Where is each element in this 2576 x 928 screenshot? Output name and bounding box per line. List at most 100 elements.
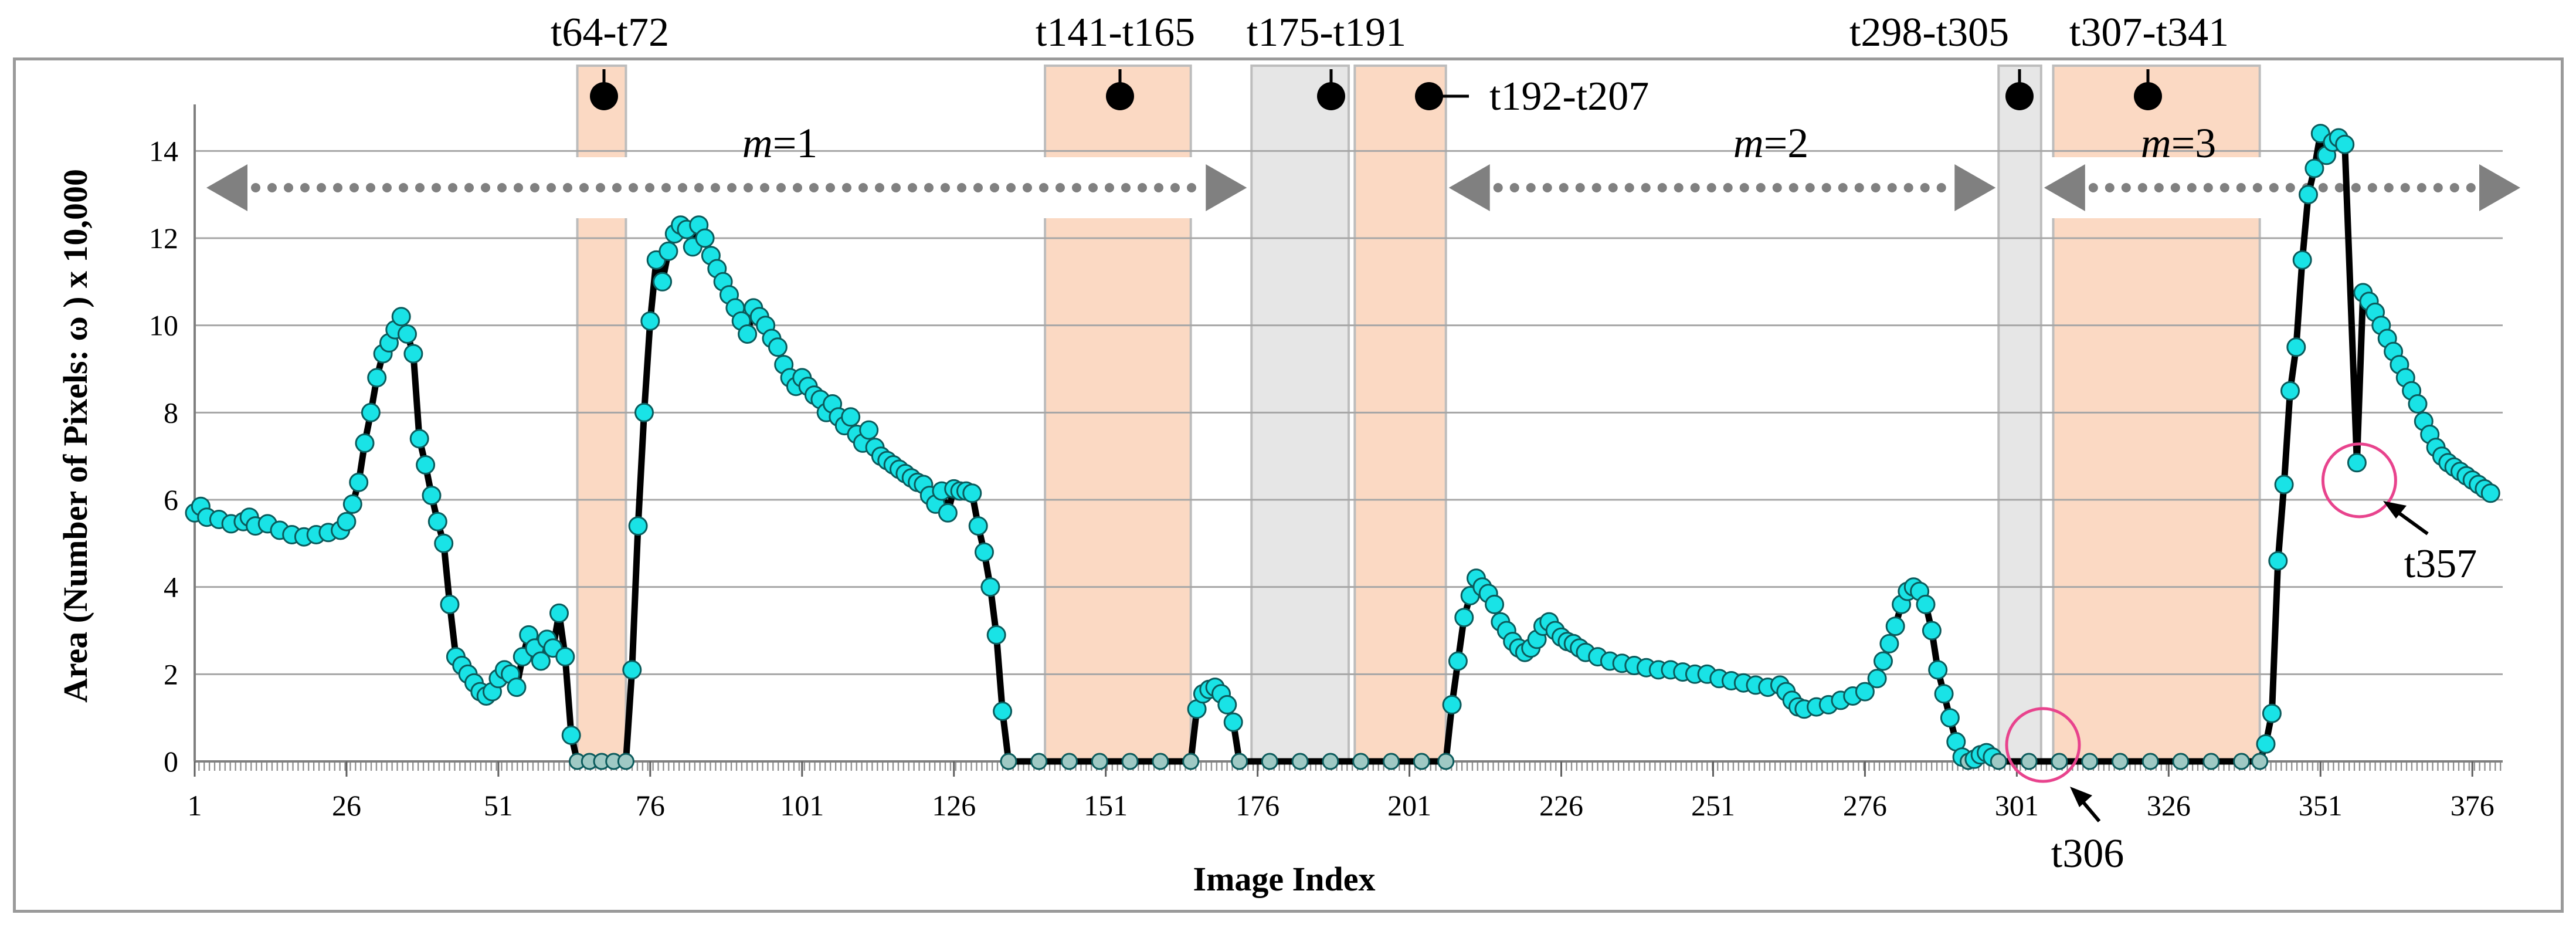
x-tick-label-151: 151 xyxy=(1084,789,1128,822)
data-point xyxy=(531,651,551,671)
y-tick-label-4: 4 xyxy=(164,571,178,604)
period-pin xyxy=(1317,82,1345,110)
callout-highlight-circle xyxy=(2005,707,2081,783)
callout-t357: t357 xyxy=(2321,442,2477,587)
data-point xyxy=(1437,753,1455,770)
data-point xyxy=(1030,753,1048,770)
x-tick-label-201: 201 xyxy=(1387,789,1431,822)
period-label: t175-t191 xyxy=(1247,10,1406,55)
y-tick-label-6: 6 xyxy=(164,483,178,516)
data-point xyxy=(2305,158,2324,178)
period-label: t141-t165 xyxy=(1036,10,1195,55)
data-point xyxy=(1916,594,1936,614)
phase-arrow-1: m=1 xyxy=(206,120,1247,218)
data-point xyxy=(1413,753,1430,770)
data-point xyxy=(1152,753,1169,770)
x-tick-label-326: 326 xyxy=(2147,789,2191,822)
data-point xyxy=(555,647,575,667)
shaded-band-3 xyxy=(1250,65,1350,763)
data-point xyxy=(1383,753,1400,770)
data-point xyxy=(1442,695,1462,714)
period-pin xyxy=(2005,82,2034,110)
data-point xyxy=(1874,651,1893,671)
data-point xyxy=(628,516,648,536)
data-point xyxy=(938,503,958,523)
x-tick-label-376: 376 xyxy=(2451,789,2494,822)
data-point xyxy=(2251,753,2269,770)
period-marker-5: t298-t305 xyxy=(1849,10,2034,110)
data-point xyxy=(507,678,527,697)
data-point xyxy=(403,344,423,364)
data-point xyxy=(986,625,1006,645)
phase-label-1: m=1 xyxy=(742,120,818,167)
data-point xyxy=(1223,712,1243,732)
x-tick-label-76: 76 xyxy=(636,789,665,822)
y-tick-label-8: 8 xyxy=(164,396,178,429)
data-point xyxy=(1061,753,1078,770)
data-point xyxy=(1879,634,1899,653)
data-point xyxy=(2268,551,2288,571)
phase-label-var: m xyxy=(2141,120,2171,167)
phase-arrow-background xyxy=(2044,157,2520,218)
data-point xyxy=(2292,250,2312,270)
data-point xyxy=(398,324,417,344)
data-point xyxy=(1121,753,1139,770)
data-point xyxy=(1352,753,1370,770)
y-tick-label-10: 10 xyxy=(149,309,178,342)
x-tick-label-251: 251 xyxy=(1691,789,1735,822)
data-point xyxy=(416,455,436,475)
phase-label-var: m xyxy=(742,120,773,167)
data-point xyxy=(1091,753,1108,770)
callout-arrow-head xyxy=(2070,787,2092,807)
data-point xyxy=(367,368,387,388)
period-marker-1: t64-t72 xyxy=(551,10,669,110)
data-point xyxy=(640,311,660,331)
data-point xyxy=(1231,753,1248,770)
phase-arrow-left-head xyxy=(2044,164,2085,211)
data-point xyxy=(2233,753,2251,770)
data-point xyxy=(768,337,788,357)
data-point xyxy=(1217,695,1237,714)
phase-label-value: =1 xyxy=(773,120,818,167)
data-point xyxy=(349,472,369,492)
shaded-band-5 xyxy=(1997,65,2042,763)
data-point xyxy=(2202,753,2220,770)
data-point xyxy=(2274,475,2294,495)
data-point xyxy=(1855,682,1875,702)
data-point xyxy=(2172,753,2190,770)
data-point xyxy=(391,307,411,327)
data-point xyxy=(634,402,654,422)
period-marker-6: t307-t341 xyxy=(2069,10,2229,110)
data-point xyxy=(738,324,758,344)
data-point xyxy=(695,228,715,248)
callout-highlight-circle xyxy=(2321,442,2397,519)
data-point xyxy=(1261,753,1278,770)
data-point xyxy=(337,512,357,531)
data-point xyxy=(1885,617,1905,636)
data-point xyxy=(1928,660,1948,680)
period-label: t64-t72 xyxy=(551,10,669,55)
data-point xyxy=(1940,708,1960,728)
data-point xyxy=(2480,483,2500,503)
data-point xyxy=(1867,669,1887,689)
data-point xyxy=(617,753,634,770)
data-point xyxy=(993,702,1013,721)
data-point xyxy=(1000,753,1017,770)
data-point xyxy=(409,429,429,449)
data-point xyxy=(2335,134,2355,154)
data-point xyxy=(980,577,1000,597)
data-point xyxy=(1291,753,1309,770)
data-point xyxy=(622,660,642,680)
data-point xyxy=(342,494,362,514)
x-tick-label-276: 276 xyxy=(1843,789,1887,822)
data-point xyxy=(2256,734,2276,754)
data-point xyxy=(859,420,879,440)
phase-arrow-right-head xyxy=(1206,164,1247,211)
data-point xyxy=(2112,753,2129,770)
x-tick-label-351: 351 xyxy=(2299,789,2343,822)
data-point xyxy=(2051,753,2068,770)
period-marker-2: t141-t165 xyxy=(1036,10,1195,110)
y-tick-label-2: 2 xyxy=(164,658,178,690)
phase-arrow-right-head xyxy=(2479,164,2520,211)
